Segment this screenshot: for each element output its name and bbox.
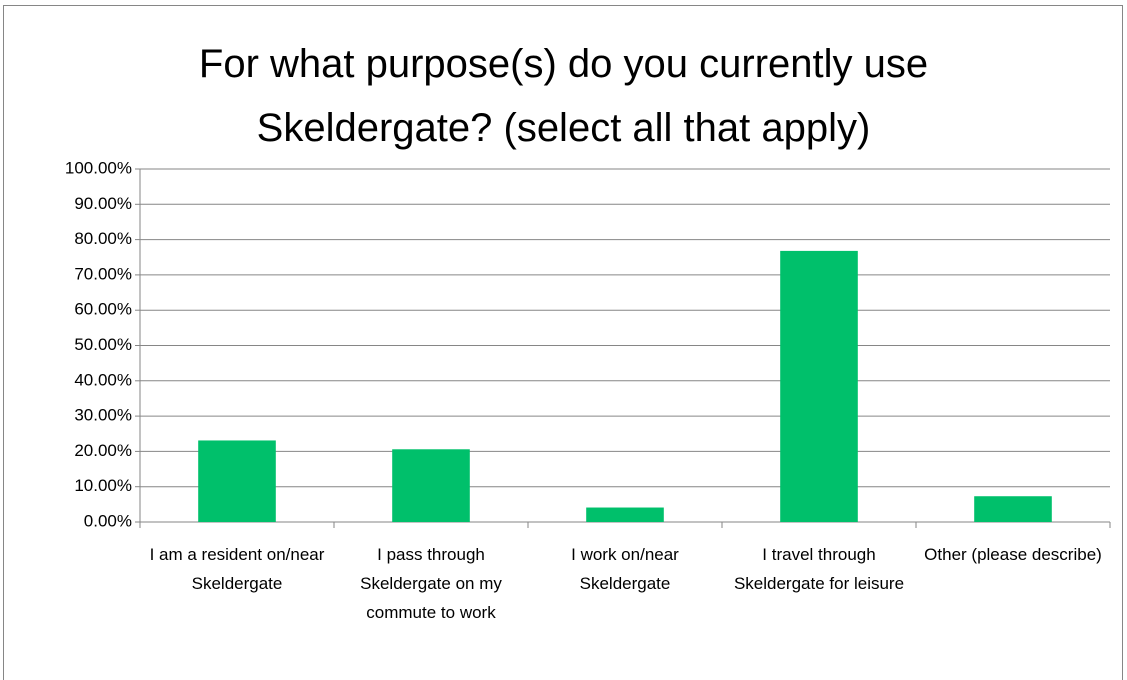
y-tick-label: 10.00% <box>74 476 132 495</box>
x-tick-label: I am a resident on/near Skeldergate <box>149 545 325 593</box>
y-tick-label: 90.00% <box>74 194 132 213</box>
y-tick-label: 60.00% <box>74 300 132 319</box>
bar <box>780 250 858 522</box>
x-tick-label: Other (please describe) <box>924 545 1102 564</box>
y-tick-label: 30.00% <box>74 406 132 425</box>
x-tick-label: I work on/near Skeldergate <box>571 545 679 593</box>
x-tick-label: I travel through Skeldergate for leisure <box>733 545 905 593</box>
bar <box>974 496 1052 522</box>
y-tick-label: 20.00% <box>74 441 132 460</box>
x-tick-label: I pass through Skeldergate on my commute… <box>360 545 502 622</box>
bar <box>586 507 664 522</box>
chart-frame <box>3 5 1123 680</box>
y-tick-label: 40.00% <box>74 370 132 389</box>
chart-title: For what purpose(s) do you currently use… <box>198 42 929 150</box>
y-tick-label: 50.00% <box>74 335 132 354</box>
bar <box>198 440 276 522</box>
y-tick-label: 0.00% <box>84 511 132 530</box>
y-tick-label: 80.00% <box>74 229 132 248</box>
bar <box>392 449 470 522</box>
y-tick-label: 70.00% <box>74 264 132 283</box>
y-tick-label: 100.00% <box>65 158 132 177</box>
